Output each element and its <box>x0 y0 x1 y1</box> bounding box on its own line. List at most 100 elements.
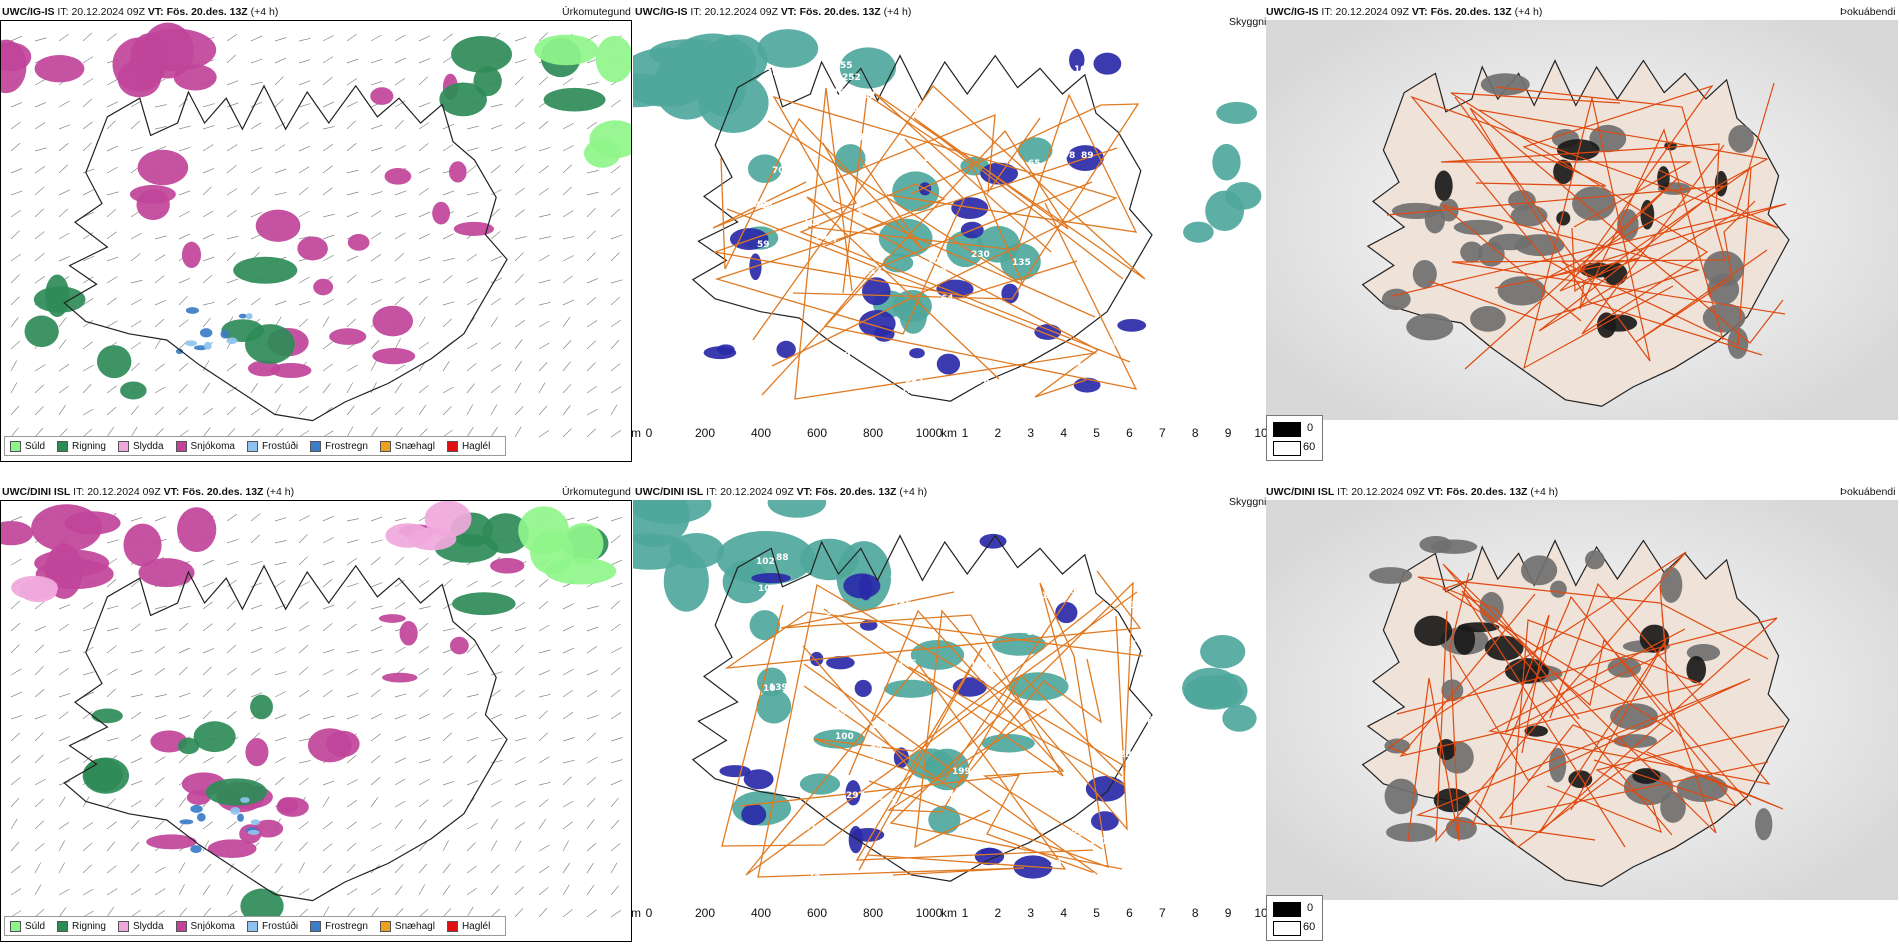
wind-barb <box>10 622 21 632</box>
wind-barb <box>490 404 498 416</box>
wind-barb <box>202 688 213 698</box>
wind-barb <box>586 340 596 350</box>
wind-barb <box>58 907 67 918</box>
cloud-visibility-map: 220 48 203 230 70 79 85 112 157 73 136 105 107 130 93 8… <box>633 20 1265 462</box>
wind-barb <box>298 430 310 438</box>
wind-barb <box>346 692 359 698</box>
wind-barb <box>418 341 430 350</box>
wind-barb <box>154 798 164 808</box>
wind-barb <box>490 297 502 306</box>
sleet-area <box>18 578 58 603</box>
wind-barb <box>394 296 404 306</box>
fog-shading <box>1497 276 1546 306</box>
wind-barb <box>106 385 117 394</box>
rain-area <box>233 256 298 284</box>
cloud-base-label: 149 <box>870 721 889 731</box>
legend-item: Frostregn <box>310 440 368 452</box>
wind-barb <box>10 209 22 218</box>
wind-barb <box>394 602 406 610</box>
wind-barb <box>82 627 95 632</box>
wind-barb <box>274 841 283 852</box>
wind-barb <box>250 101 263 108</box>
cloud-base-label: 160 <box>1108 236 1127 246</box>
wind-barb <box>586 842 597 852</box>
fog-shading <box>1470 306 1506 332</box>
wind-barb <box>538 579 549 588</box>
wind-barb <box>394 800 406 808</box>
wind-barb <box>298 276 310 284</box>
wind-barb <box>370 426 378 438</box>
rain-area <box>33 286 86 313</box>
cloud-base-label: 157 <box>863 267 882 277</box>
cloud-base-label: 82 <box>863 91 876 101</box>
wind-barb <box>82 211 95 218</box>
fog-shading <box>1660 791 1686 823</box>
fog-shading <box>1585 550 1605 570</box>
fog-legend: 0 60 <box>1266 895 1323 941</box>
cloud-base-label: 80 <box>1101 636 1114 646</box>
wind-barb <box>34 102 47 108</box>
wind-barb <box>346 557 358 566</box>
wind-barb <box>298 318 309 328</box>
wind-barb <box>394 908 404 918</box>
wind-barb <box>274 383 283 394</box>
low-visibility-area <box>633 533 692 570</box>
cloud-base-label: 54 <box>1027 628 1040 638</box>
wind-barb <box>226 278 239 284</box>
legend-item: Haglél <box>446 920 490 932</box>
wind-barb <box>394 364 406 372</box>
wind-barb <box>298 37 311 42</box>
wind-barb <box>442 275 453 284</box>
dense-fog-area <box>1600 314 1638 332</box>
freezing-drizzle-area <box>226 337 238 345</box>
wind-barb <box>82 298 94 306</box>
wind-barb <box>34 843 45 852</box>
fog-shading <box>1386 822 1437 842</box>
low-visibility-area <box>633 500 712 524</box>
wind-barb <box>346 755 357 764</box>
wind-barb <box>490 864 500 874</box>
cloud-base-label: 135 <box>1012 258 1031 268</box>
road-line <box>1428 204 1701 322</box>
visibility-unit: km <box>941 906 957 920</box>
cloud-base-label: 230 <box>971 250 990 260</box>
wind-barb <box>322 213 335 218</box>
wind-barb <box>202 884 211 896</box>
wind-barb <box>418 385 429 394</box>
wind-barb <box>610 843 621 852</box>
wind-barb <box>10 35 23 42</box>
wind-barb <box>586 776 597 786</box>
road-line <box>1441 579 1675 848</box>
road-line <box>1504 611 1667 754</box>
snow-area <box>270 362 312 379</box>
legend-label: Frostregn <box>325 440 368 452</box>
cloud-base-tick: 600 <box>806 426 828 440</box>
fog-shading <box>1755 808 1773 841</box>
wind-barb <box>418 404 427 416</box>
road-line <box>761 117 1124 396</box>
wind-barb <box>322 649 335 654</box>
wind-barb <box>130 253 141 262</box>
wind-barb <box>298 145 311 152</box>
fog-shading <box>1453 219 1504 235</box>
wind-barb <box>226 688 237 698</box>
wind-barb <box>82 255 95 262</box>
cloud-base-label: 132 <box>1124 601 1143 611</box>
cloud-visibility-panel: UWC/DINI ISL IT: 20.12.2024 09Z VT: Fös.… <box>631 480 1268 950</box>
wind-barb <box>274 517 287 522</box>
wind-barb <box>202 407 214 416</box>
wind-barb <box>106 208 117 218</box>
dense-fog-area <box>1434 170 1453 201</box>
wind-barb <box>442 257 455 262</box>
fog-shading <box>1445 816 1477 840</box>
wind-barb <box>562 405 571 416</box>
wind-barb <box>418 841 428 852</box>
drizzle-area <box>530 530 574 575</box>
fog-legend-low: 0 <box>1307 422 1314 434</box>
wind-barb <box>226 188 238 196</box>
road-line <box>1417 576 1769 720</box>
cloud-base-label: 208 <box>1107 339 1126 349</box>
wind-barb <box>226 755 237 764</box>
wind-barb <box>274 191 287 196</box>
wind-barb <box>562 737 575 742</box>
